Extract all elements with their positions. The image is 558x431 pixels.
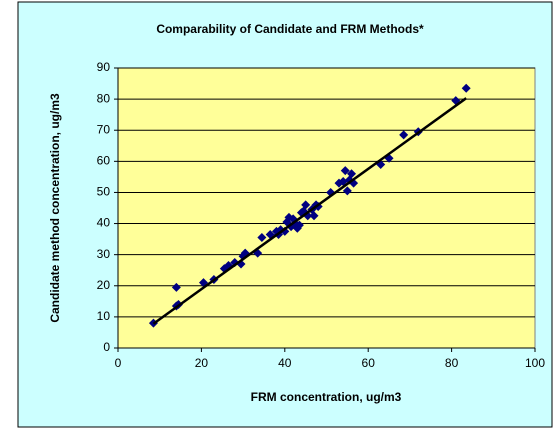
y-tick-label: 0 [103, 340, 110, 354]
y-tick-label: 80 [97, 91, 111, 105]
x-tick-label: 60 [362, 356, 376, 370]
x-tick-label: 0 [115, 356, 122, 370]
point [342, 186, 352, 196]
x-tick-label: 20 [195, 356, 209, 370]
y-tick-label: 40 [97, 216, 111, 230]
point [399, 130, 409, 140]
y-tick-label: 20 [97, 278, 111, 292]
y-tick-label: 60 [97, 154, 111, 168]
point [309, 211, 319, 221]
point [347, 169, 357, 179]
point [301, 200, 311, 210]
y-axis-label: Candidate method concentration, ug/m3 [48, 93, 62, 323]
point [294, 220, 304, 230]
x-tick-label: 40 [278, 356, 292, 370]
point [257, 233, 267, 243]
chart-title: Comparability of Candidate and FRM Metho… [156, 22, 424, 36]
point [340, 166, 350, 176]
y-tick-label: 30 [97, 247, 111, 261]
x-axis-label: FRM concentration, ug/m3 [251, 390, 402, 404]
y-tick-label: 10 [97, 309, 111, 323]
x-tick-label: 80 [445, 356, 459, 370]
plot-area [117, 67, 536, 349]
y-tick-label: 70 [97, 122, 111, 136]
y-tick-label: 50 [97, 185, 111, 199]
y-tick-label: 90 [97, 60, 111, 74]
trendline [152, 97, 467, 325]
x-tick-label: 100 [525, 356, 545, 370]
point [461, 83, 471, 93]
point [171, 282, 181, 292]
